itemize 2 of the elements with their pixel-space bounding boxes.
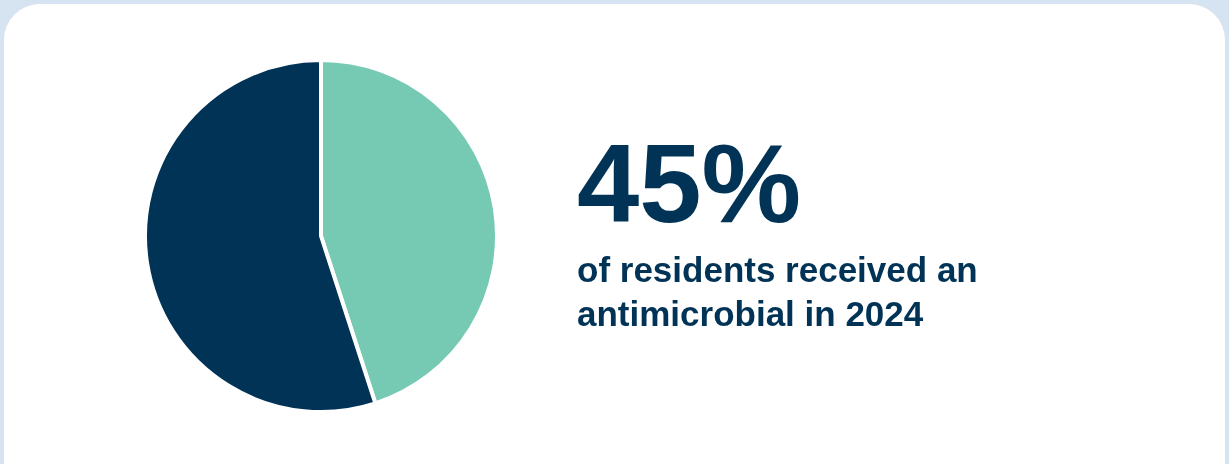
text: 45% [577,120,802,246]
text: of residents received an antimicrobial in 2024 [577,249,988,333]
